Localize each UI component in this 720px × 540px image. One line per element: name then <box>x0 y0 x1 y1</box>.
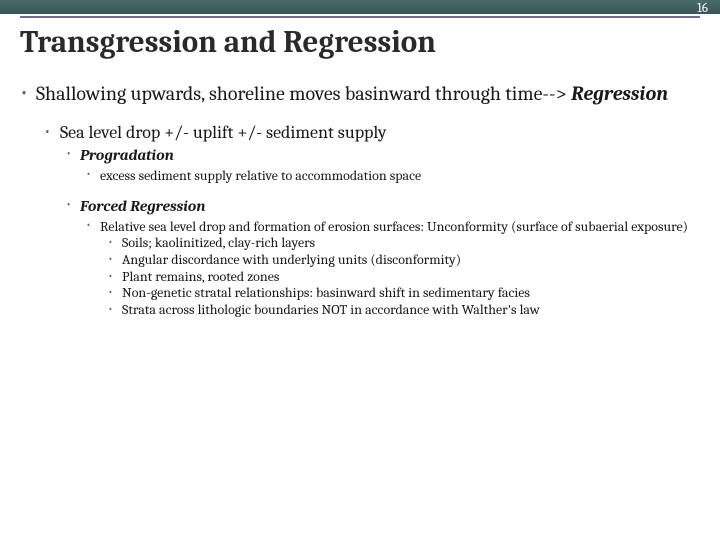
bullet-list-lvl1: Shallowing upwards, shoreline moves basi… <box>36 82 690 319</box>
list-item: Shallowing upwards, shoreline moves basi… <box>36 82 690 319</box>
header-band <box>0 0 720 14</box>
horizontal-rule <box>20 16 700 18</box>
text: Relative sea level drop and formation of… <box>100 218 688 235</box>
page-number: 16 <box>697 1 708 16</box>
list-item: excess sediment supply relative to accom… <box>100 167 690 184</box>
list-item: Progradation excess sediment supply rela… <box>80 146 690 184</box>
emphasis-term: Forced Regression <box>80 197 205 215</box>
text: Soils; kaolinitized, clay-rich layers <box>122 234 315 251</box>
list-item: Strata across lithologic boundaries NOT … <box>122 302 690 319</box>
text: Plant remains, rooted zones <box>122 268 279 285</box>
text: Strata across lithologic boundaries NOT … <box>122 301 540 318</box>
emphasis-term: Progradation <box>80 146 174 164</box>
slide-title: Transgression and Regression <box>20 24 700 60</box>
list-item: Relative sea level drop and formation of… <box>100 218 690 319</box>
text: Angular discordance with underlying unit… <box>122 251 461 268</box>
emphasis-term: Regression <box>571 82 668 105</box>
text: excess sediment supply relative to accom… <box>100 167 421 184</box>
list-item: Angular discordance with underlying unit… <box>122 252 690 269</box>
list-item: Sea level drop +/- uplift +/- sediment s… <box>60 122 690 319</box>
bullet-list-lvl4: Relative sea level drop and formation of… <box>100 218 690 319</box>
text: Sea level drop +/- uplift +/- sediment s… <box>60 122 387 143</box>
bullet-list-lvl3: Progradation excess sediment supply rela… <box>80 146 690 319</box>
bullet-list-lvl2: Sea level drop +/- uplift +/- sediment s… <box>60 122 690 319</box>
bullet-list-lvl4: excess sediment supply relative to accom… <box>100 167 690 184</box>
list-item: Soils; kaolinitized, clay-rich layers <box>122 235 690 252</box>
list-item: Forced Regression Relative sea level dro… <box>80 197 690 319</box>
list-item: Plant remains, rooted zones <box>122 269 690 286</box>
bullet-list-lvl5: Soils; kaolinitized, clay-rich layers An… <box>122 235 690 319</box>
text: Shallowing upwards, shoreline moves basi… <box>36 82 571 105</box>
text: Non-genetic stratal relationships: basin… <box>122 284 530 301</box>
list-item: Non-genetic stratal relationships: basin… <box>122 285 690 302</box>
